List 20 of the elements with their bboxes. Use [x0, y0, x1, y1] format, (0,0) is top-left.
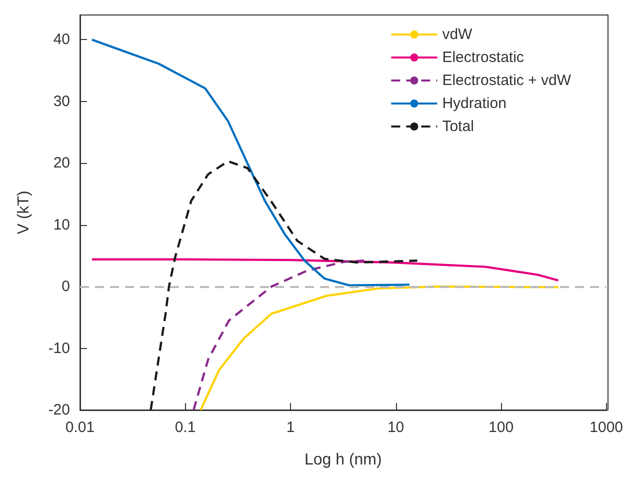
y-tick-label: 40 [53, 31, 70, 48]
legend-label: Hydration [442, 95, 506, 112]
legend-label: vdW [442, 26, 474, 43]
y-tick-label: 20 [53, 154, 70, 172]
y-tick-label: -10 [48, 340, 70, 357]
legend-label: Electrostatic [442, 49, 524, 66]
y-axis-title: V (kT) [16, 190, 32, 234]
y-tick-label: 30 [53, 92, 70, 110]
x-tick-label: 0.01 [65, 419, 95, 436]
x-tick-label: 10 [387, 419, 404, 436]
legend-label: Electrostatic + vdW [442, 72, 572, 89]
y-tick-label: 0 [62, 278, 70, 296]
x-tick-label: 0.1 [174, 419, 196, 436]
y-tick-label: -20 [48, 402, 70, 418]
legend-label: Total [442, 118, 474, 135]
y-tick-label: 10 [53, 216, 70, 234]
x-tick-label: 100 [488, 419, 514, 436]
x-tick-label: 1000 [590, 419, 624, 436]
x-axis-title: Log h (nm) [304, 452, 382, 468]
x-tick-label: 1 [286, 419, 295, 436]
